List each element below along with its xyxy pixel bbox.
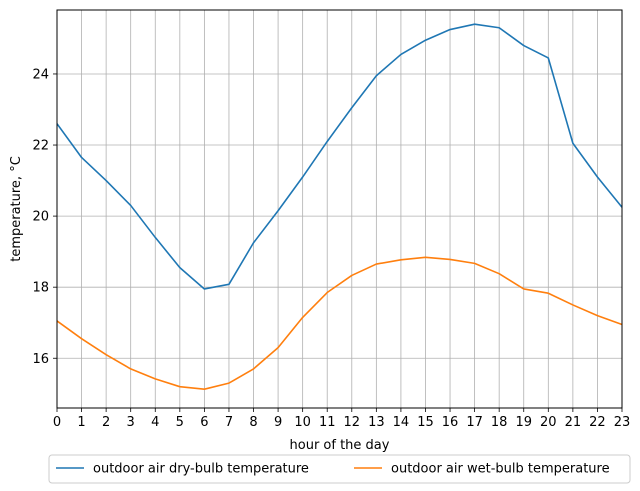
series-lines — [56, 23, 623, 390]
x-tick-label: 6 — [200, 415, 208, 430]
x-tick-label: 8 — [249, 415, 257, 430]
x-tick-label: 11 — [319, 415, 336, 430]
x-tick-label: 14 — [393, 415, 410, 430]
axis-ticks: 0 1 2 3 4 5 6 7 8 9 10 11 12 13 14 15 16 17 18 19 20 21 22 2316… — [32, 67, 630, 430]
x-tick-label: 4 — [151, 415, 159, 430]
legend-entry-wet-bulb: outdoor air wet-bulb temperature — [391, 462, 610, 477]
x-tick-label: 3 — [127, 415, 135, 430]
x-tick-label: 1 — [77, 415, 85, 430]
x-tick-label: 22 — [589, 415, 606, 430]
x-tick-label: 18 — [491, 415, 508, 430]
x-tick-label: 7 — [225, 415, 233, 430]
y-tick-label: 20 — [32, 210, 49, 225]
plot-frame — [56, 9, 623, 409]
legend-box — [48, 454, 631, 484]
x-tick-label: 5 — [176, 415, 184, 430]
x-tick-label: 2 — [102, 415, 110, 430]
x-tick-label: 10 — [294, 415, 311, 430]
x-tick-label: 13 — [368, 415, 385, 430]
x-tick-label: 12 — [344, 415, 361, 430]
series-line-wet-bulb — [56, 256, 623, 390]
x-tick-label: 9 — [274, 415, 282, 430]
x-tick-label: 17 — [466, 415, 483, 430]
x-tick-label: 15 — [417, 415, 434, 430]
legend-entry-dry-bulb: outdoor air dry-bulb temperature — [93, 462, 309, 477]
series-line-dry-bulb — [56, 23, 623, 290]
x-tick-label: 23 — [614, 415, 631, 430]
legend: outdoor air dry-bulb temperature outdoor… — [48, 454, 631, 484]
x-tick-label: 19 — [515, 415, 532, 430]
grid-lines — [56, 10, 623, 408]
y-tick-label: 24 — [32, 67, 49, 82]
x-tick-label: 0 — [53, 415, 61, 430]
x-tick-label: 16 — [442, 415, 459, 430]
x-tick-label: 20 — [540, 415, 557, 430]
x-axis-label: hour of the day — [290, 438, 390, 453]
y-tick-label: 18 — [32, 281, 49, 296]
x-tick-label: 21 — [565, 415, 582, 430]
y-tick-label: 22 — [32, 139, 49, 154]
y-tick-label: 16 — [32, 352, 49, 367]
y-axis-label: temperature, °C — [9, 156, 24, 262]
